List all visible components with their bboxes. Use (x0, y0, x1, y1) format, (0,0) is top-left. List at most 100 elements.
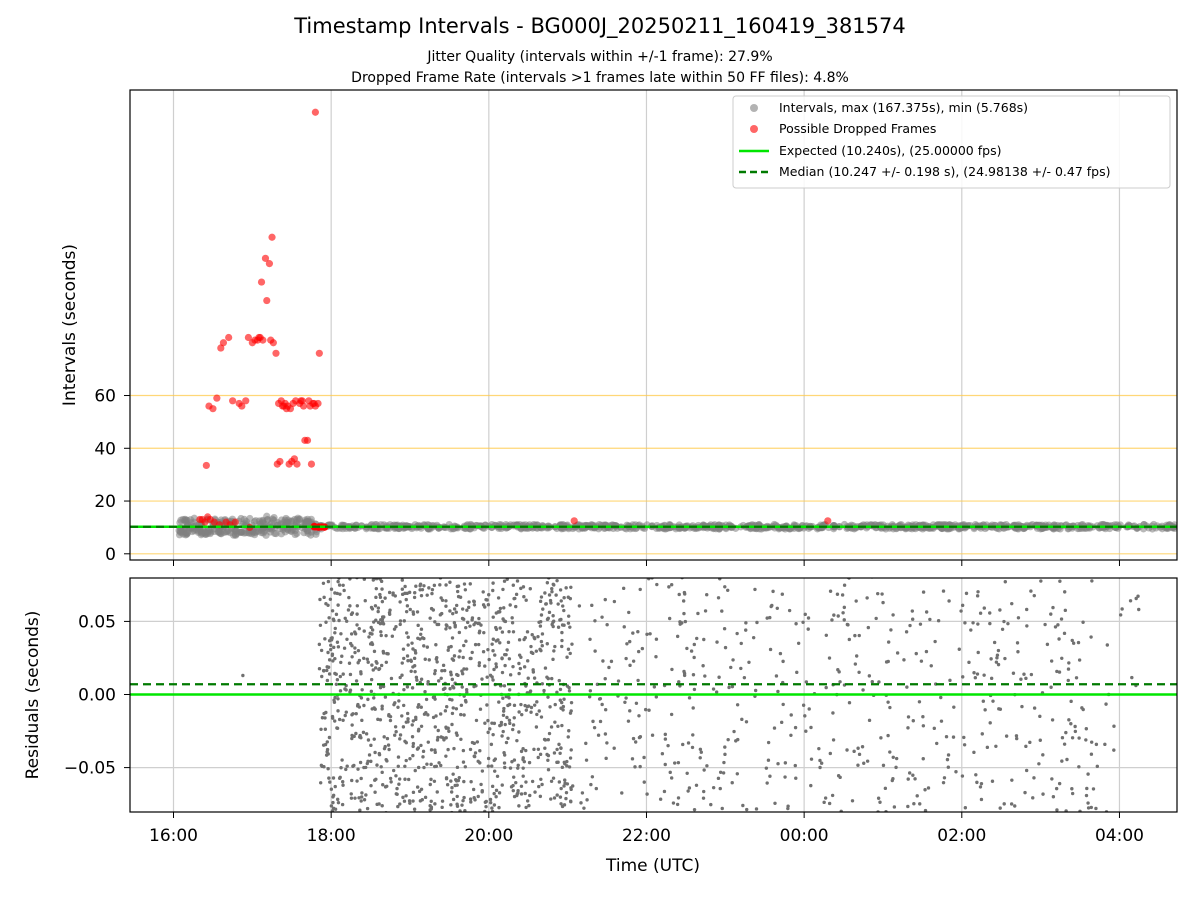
residual-point (980, 732, 984, 736)
residual-point (551, 624, 555, 629)
residual-point (361, 730, 366, 735)
residual-point (1057, 670, 1062, 674)
residual-point (766, 740, 771, 745)
residual-point (765, 781, 769, 785)
residual-point (398, 622, 402, 627)
residual-point (807, 707, 811, 711)
residual-point (500, 656, 504, 660)
residual-point (983, 708, 987, 712)
residual-point (570, 642, 574, 646)
dropped-frame-point (293, 460, 301, 468)
residual-point (988, 721, 992, 725)
residual-point (354, 679, 359, 683)
legend: Intervals, max (167.375s), min (5.768s) … (732, 95, 1171, 189)
residual-point (532, 703, 537, 707)
residual-point (414, 715, 418, 720)
residual-point (562, 608, 566, 613)
residual-point (1070, 787, 1074, 791)
residual-point (558, 751, 562, 755)
residual-point (537, 709, 541, 713)
residual-point (666, 743, 670, 748)
residual-point (467, 600, 471, 604)
residual-point (341, 583, 345, 587)
residual-point (783, 761, 788, 765)
x-tick-label: 02:00 (937, 826, 986, 846)
residual-point (341, 718, 345, 722)
residual-point (739, 641, 743, 646)
residual-point (939, 695, 943, 700)
residual-point (918, 622, 923, 626)
residual-point (543, 591, 547, 595)
residual-point (498, 606, 503, 611)
residual-point (567, 765, 572, 769)
residual-point (413, 591, 417, 595)
residual-point (975, 780, 979, 785)
residual-point (432, 779, 437, 783)
residual-point (565, 759, 569, 764)
residual-point (320, 716, 325, 720)
residual-point (368, 631, 372, 636)
residual-point (486, 756, 491, 761)
residual-point (321, 581, 326, 585)
residual-point (551, 657, 555, 662)
residual-point (362, 656, 366, 660)
residual-point (686, 789, 690, 793)
residual-point (343, 713, 347, 718)
residual-point (654, 637, 659, 641)
residual-point (921, 757, 925, 761)
residual-point (488, 727, 492, 731)
residual-point (504, 652, 508, 657)
residual-point (319, 648, 324, 653)
residual-point (841, 611, 845, 615)
residual-point (421, 749, 426, 754)
residual-point (555, 690, 559, 694)
residual-point (385, 759, 389, 763)
residual-point (1062, 742, 1067, 746)
dropped-frame-point (303, 436, 312, 444)
residual-point (592, 725, 597, 730)
residual-point (538, 794, 543, 799)
residual-point (628, 639, 632, 644)
residual-point (393, 701, 397, 705)
legend-gray-marker (750, 104, 758, 112)
residual-point (1023, 790, 1027, 795)
residual-point (336, 579, 340, 584)
residual-point (545, 581, 550, 585)
residual-point (577, 572, 580, 575)
residual-point (742, 675, 747, 680)
residual-point (397, 699, 401, 703)
residual-point (468, 624, 472, 628)
residual-point (483, 721, 487, 725)
residual-point (794, 622, 798, 626)
residual-point (467, 605, 471, 610)
residual-point (500, 630, 505, 634)
residual-point (631, 631, 635, 635)
residual-point (723, 645, 728, 650)
residual-point (455, 802, 459, 806)
residual-point (539, 715, 544, 719)
residual-point (375, 763, 379, 767)
residual-point (677, 592, 681, 597)
residual-point (387, 590, 392, 595)
residual-point (548, 705, 552, 709)
residual-point (433, 671, 437, 676)
residual-point (554, 593, 558, 597)
residual-point (444, 583, 448, 587)
residual-point (353, 632, 358, 636)
residual-point (541, 607, 545, 611)
residual-point (381, 649, 385, 654)
residual-point (449, 790, 454, 794)
residual-point (494, 788, 499, 793)
residual-point (344, 767, 348, 772)
dropped-frame-point (261, 254, 270, 262)
residual-point (490, 784, 495, 789)
residual-point (1089, 635, 1093, 639)
residual-point (981, 699, 986, 703)
residual-point (803, 612, 807, 617)
residual-point (780, 592, 785, 596)
residual-point (488, 800, 493, 805)
residual-point (502, 761, 507, 765)
residual-point (490, 764, 494, 768)
residual-point (503, 765, 507, 770)
residual-point (959, 609, 963, 613)
